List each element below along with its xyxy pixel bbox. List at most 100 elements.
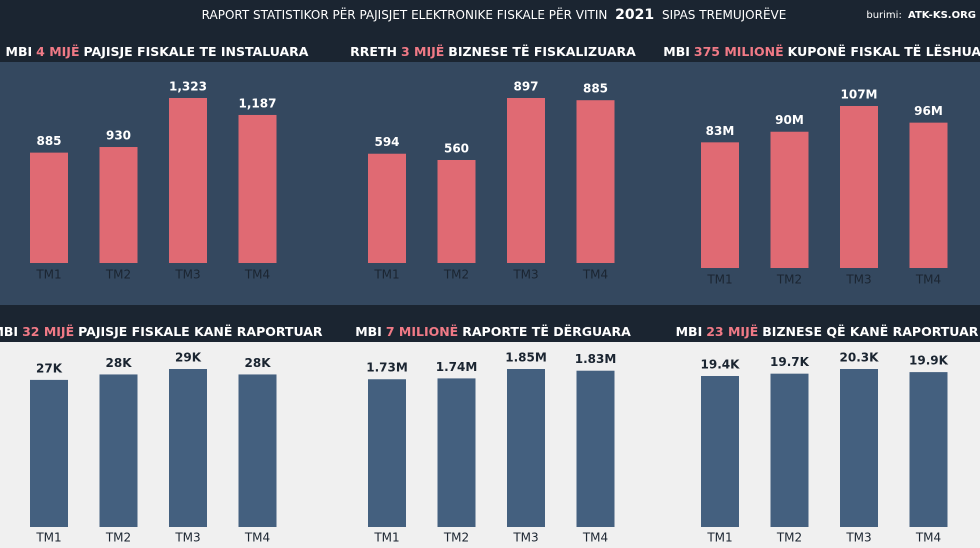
- value-label: 1,187: [239, 96, 277, 110]
- chart-title: MBI 23 MIJË BIZNESE QË KANË RAPORTUAR: [676, 324, 979, 339]
- title-part: 23 MIJË: [706, 324, 758, 339]
- category-label: TM4: [244, 531, 270, 545]
- bar: [30, 152, 68, 263]
- category-label: TM4: [915, 273, 941, 287]
- category-label: TM3: [845, 273, 871, 287]
- title-part: SIPAS TREMUJORËVE: [662, 7, 786, 22]
- category-label: TM2: [105, 268, 131, 282]
- value-label: 1.85M: [505, 351, 547, 365]
- title-part: MBI: [663, 44, 690, 59]
- value-label: 594: [374, 135, 399, 149]
- bar: [238, 374, 277, 527]
- value-label: 1.74M: [436, 360, 478, 374]
- chart-title: MBI 4 MIJË PAJISJE FISKALE TE INSTALUARA: [6, 44, 309, 59]
- top-panel: [0, 62, 980, 305]
- bar: [30, 379, 68, 527]
- title-part: 4 MIJË: [36, 44, 79, 59]
- value-label: 1.73M: [366, 361, 408, 375]
- value-label: 930: [106, 129, 131, 143]
- category-label: TM4: [244, 268, 270, 282]
- title-part: RAPORT STATISTIKOR PËR PAJISJET ELEKTRON…: [202, 7, 608, 22]
- bar: [169, 98, 207, 263]
- category-label: TM3: [174, 531, 200, 545]
- value-label: 885: [583, 82, 608, 96]
- value-label: 20.3K: [840, 351, 880, 365]
- value-label: 90M: [775, 113, 804, 127]
- value-label: 27K: [36, 361, 63, 375]
- title-part: MBI: [0, 324, 18, 339]
- category-label: TM2: [443, 268, 469, 282]
- title-part: BIZNESE TË FISKALIZUARA: [448, 44, 636, 59]
- title-part: MBI: [355, 324, 382, 339]
- category-label: TM4: [582, 268, 608, 282]
- source-label: burimi:: [866, 10, 901, 21]
- category-label: TM4: [915, 531, 941, 545]
- value-label: 19.4K: [701, 358, 741, 372]
- title-part: 7 MILIONË: [386, 324, 458, 339]
- title-part: 3 MIJË: [401, 44, 444, 59]
- category-label: TM2: [776, 273, 802, 287]
- bar: [368, 153, 406, 263]
- value-label: 19.7K: [770, 355, 810, 369]
- bottom-panel: [0, 342, 980, 548]
- title-part: KUPONË FISKAL TË LËSHUAR: [788, 44, 980, 59]
- bar: [169, 369, 207, 527]
- category-label: TM2: [776, 531, 802, 545]
- source-name: ATK-KS.ORG: [908, 10, 976, 21]
- bar: [840, 369, 878, 527]
- value-label: 19.9K: [909, 354, 949, 368]
- bar: [99, 147, 138, 263]
- value-label: 885: [36, 134, 61, 148]
- category-label: TM1: [35, 531, 61, 545]
- title-year: 2021: [615, 7, 654, 23]
- category-label: TM1: [35, 268, 61, 282]
- title-part: RRETH: [350, 44, 397, 59]
- category-label: TM3: [174, 268, 200, 282]
- page-title: RAPORT STATISTIKOR PËR PAJISJET ELEKTRON…: [202, 7, 787, 24]
- bar: [437, 159, 476, 263]
- category-label: TM1: [706, 273, 732, 287]
- bar: [770, 131, 809, 268]
- value-label: 83M: [706, 124, 735, 138]
- title-part: MBI: [676, 324, 703, 339]
- title-part: 32 MIJË: [22, 324, 74, 339]
- title-part: PAJISJE FISKALE TE INSTALUARA: [84, 44, 309, 59]
- bar: [909, 122, 948, 268]
- title-part: 375 MILIONË: [694, 44, 784, 59]
- title-part: PAJISJE FISKALE KANË RAPORTUAR: [78, 324, 323, 339]
- category-label: TM2: [105, 531, 131, 545]
- category-label: TM3: [512, 268, 538, 282]
- value-label: 1,323: [169, 80, 207, 94]
- chart-title: MBI 7 MILIONË RAPORTE TË DËRGUARA: [355, 324, 631, 339]
- value-label: 897: [513, 80, 538, 94]
- bar: [576, 370, 615, 527]
- bar: [909, 372, 948, 527]
- value-label: 560: [444, 141, 469, 155]
- category-label: TM1: [373, 268, 399, 282]
- category-label: TM2: [443, 531, 469, 545]
- value-label: 107M: [841, 88, 878, 102]
- title-part: BIZNESE QË KANË RAPORTUAR: [762, 324, 978, 339]
- bar: [701, 376, 739, 527]
- category-label: TM3: [845, 531, 871, 545]
- bar: [840, 106, 878, 268]
- chart-title: MBI 375 MILIONË KUPONË FISKAL TË LËSHUAR: [663, 44, 980, 59]
- value-label: 28K: [245, 356, 272, 370]
- category-label: TM4: [582, 531, 608, 545]
- chart-title: RRETH 3 MIJË BIZNESE TË FISKALIZUARA: [350, 44, 636, 59]
- bar: [770, 373, 809, 527]
- chart-title: MBI 32 MIJË PAJISJE FISKALE KANË RAPORTUAR: [0, 324, 323, 339]
- source: burimi: ATK-KS.ORG: [866, 10, 976, 21]
- category-label: TM1: [373, 531, 399, 545]
- bar: [368, 379, 406, 527]
- value-label: 28K: [106, 356, 133, 370]
- bar: [507, 369, 545, 527]
- value-label: 1.83M: [575, 352, 617, 366]
- bar: [507, 98, 545, 263]
- value-label: 29K: [175, 351, 202, 365]
- title-part: MBI: [6, 44, 33, 59]
- value-label: 96M: [914, 104, 943, 118]
- bar: [701, 142, 739, 268]
- category-label: TM3: [512, 531, 538, 545]
